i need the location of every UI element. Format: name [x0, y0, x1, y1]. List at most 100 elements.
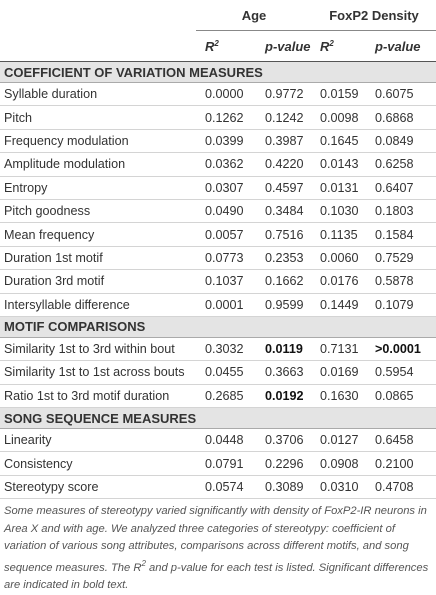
cell: 0.0057: [196, 222, 246, 247]
cell: 0.0169: [312, 360, 359, 385]
cell: 0.0773: [196, 246, 246, 271]
cell: 0.0000: [196, 82, 246, 107]
row-label: Syllable duration: [0, 82, 196, 107]
cell: 0.0119: [246, 337, 312, 362]
column-header-superscript: 2: [214, 38, 219, 48]
cell: 0.0098: [312, 105, 359, 130]
cell: 0.0159: [312, 82, 359, 107]
table-row: Linearity 0.0448 0.3706 0.0127 0.6458: [0, 428, 436, 453]
group-header-row: Age FoxP2 Density: [0, 0, 436, 31]
row-label: Stereotypy score: [0, 475, 196, 500]
cell: 0.7131: [312, 337, 359, 362]
cell: 0.1037: [196, 269, 246, 294]
cell: 0.0849: [358, 129, 436, 154]
column-header: R2: [196, 30, 246, 62]
section-row: COEFFICIENT OF VARIATION MEASURES: [0, 61, 436, 83]
corner-cell: [0, 30, 196, 62]
cell: 0.1645: [312, 129, 359, 154]
row-label: Frequency modulation: [0, 129, 196, 154]
row-label: Consistency: [0, 451, 196, 476]
row-label: Duration 1st motif: [0, 246, 196, 271]
cell: 0.0060: [312, 246, 359, 271]
table-row: Similarity 1st to 3rd within bout 0.3032 0…: [0, 337, 436, 362]
cell: 0.1242: [246, 105, 312, 130]
cell: 0.0176: [312, 269, 359, 294]
section-row: MOTIF COMPARISONS: [0, 315, 436, 338]
cell: 0.0143: [312, 152, 359, 177]
cell: 0.0399: [196, 129, 246, 154]
cell: 0.3089: [246, 475, 312, 500]
table-row: Entropy 0.0307 0.4597 0.0131 0.6407: [0, 176, 436, 200]
cell: 0.1630: [312, 384, 359, 409]
table-row: Duration 3rd motif 0.1037 0.1662 0.0176 0.58…: [0, 269, 436, 294]
table-row: Frequency modulation 0.0399 0.3987 0.1645 0.…: [0, 129, 436, 154]
row-label: Linearity: [0, 428, 196, 453]
cell: 0.0310: [312, 475, 359, 500]
cell: 0.2685: [196, 384, 246, 409]
column-header-superscript: 2: [329, 38, 334, 48]
row-label: Entropy: [0, 176, 196, 200]
corner-cell: [0, 0, 196, 31]
caption: Some measures of stereotypy varied signi…: [0, 499, 436, 594]
cell: 0.4597: [246, 176, 312, 200]
cell: 0.1662: [246, 269, 312, 294]
cell: 0.1079: [358, 293, 436, 317]
cell: 0.6258: [358, 152, 436, 177]
row-label: Pitch goodness: [0, 199, 196, 224]
cell: 0.0865: [358, 384, 436, 409]
cell: 0.0448: [196, 428, 246, 453]
table-row: Consistency 0.0791 0.2296 0.0908 0.2100: [0, 451, 436, 476]
cell: 0.7529: [358, 246, 436, 271]
cell: 0.4220: [246, 152, 312, 177]
row-label: Amplitude modulation: [0, 152, 196, 177]
column-header: p-value: [246, 30, 312, 62]
row-label: Pitch: [0, 105, 196, 130]
cell: 0.2296: [246, 451, 312, 476]
cell: 0.1803: [358, 199, 436, 224]
table-row: Duration 1st motif 0.0773 0.2353 0.0060 0.75…: [0, 246, 436, 271]
row-label: Similarity 1st to 3rd within bout: [0, 337, 196, 362]
cell: 0.7516: [246, 222, 312, 247]
cell: 0.0001: [196, 293, 246, 317]
section-title: COEFFICIENT OF VARIATION MEASURES: [0, 61, 436, 83]
cell: 0.0307: [196, 176, 246, 200]
cell: 0.0131: [312, 176, 359, 200]
cell: 0.1449: [312, 293, 359, 317]
cell: 0.5878: [358, 269, 436, 294]
cell: 0.1584: [358, 222, 436, 247]
cell: 0.4708: [358, 475, 436, 500]
table-row: Similarity 1st to 1st across bouts 0.0455…: [0, 360, 436, 385]
cell: 0.2100: [358, 451, 436, 476]
cell: 0.3663: [246, 360, 312, 385]
section-title: SONG SEQUENCE MEASURES: [0, 407, 436, 430]
table-row: Pitch 0.1262 0.1242 0.0098 0.6868: [0, 105, 436, 130]
cell: 0.9772: [246, 82, 312, 107]
cell: 0.0908: [312, 451, 359, 476]
table-row: Intersyllable difference 0.0001 0.9599 0.14…: [0, 293, 436, 317]
table-row: Ratio 1st to 3rd motif duration 0.2685 0.0…: [0, 384, 436, 409]
table-row: Pitch goodness 0.0490 0.3484 0.1030 0.1803: [0, 199, 436, 224]
column-header-text: R: [205, 38, 215, 54]
group-header: Age: [196, 0, 312, 31]
cell: 0.0192: [246, 384, 312, 409]
cell: >0.0001: [358, 337, 436, 362]
cell: 0.3032: [196, 337, 246, 362]
row-label: Ratio 1st to 3rd motif duration: [0, 384, 196, 409]
cell: 0.3484: [246, 199, 312, 224]
row-label: Intersyllable difference: [0, 293, 196, 317]
cell: 0.0490: [196, 199, 246, 224]
column-header: R2: [312, 30, 358, 62]
cell: 0.0127: [312, 428, 359, 453]
cell: 0.6868: [358, 105, 436, 130]
cell: 0.0791: [196, 451, 246, 476]
cell: 0.2353: [246, 246, 312, 271]
table-row: Stereotypy score 0.0574 0.3089 0.0310 0.4708: [0, 475, 436, 500]
row-label: Mean frequency: [0, 222, 196, 247]
row-label: Similarity 1st to 1st across bouts: [0, 360, 196, 385]
section-row: SONG SEQUENCE MEASURES: [0, 407, 436, 430]
cell: 0.5954: [358, 360, 436, 385]
cell: 0.9599: [246, 293, 312, 317]
cell: 0.0362: [196, 152, 246, 177]
cell: 0.1262: [196, 105, 246, 130]
